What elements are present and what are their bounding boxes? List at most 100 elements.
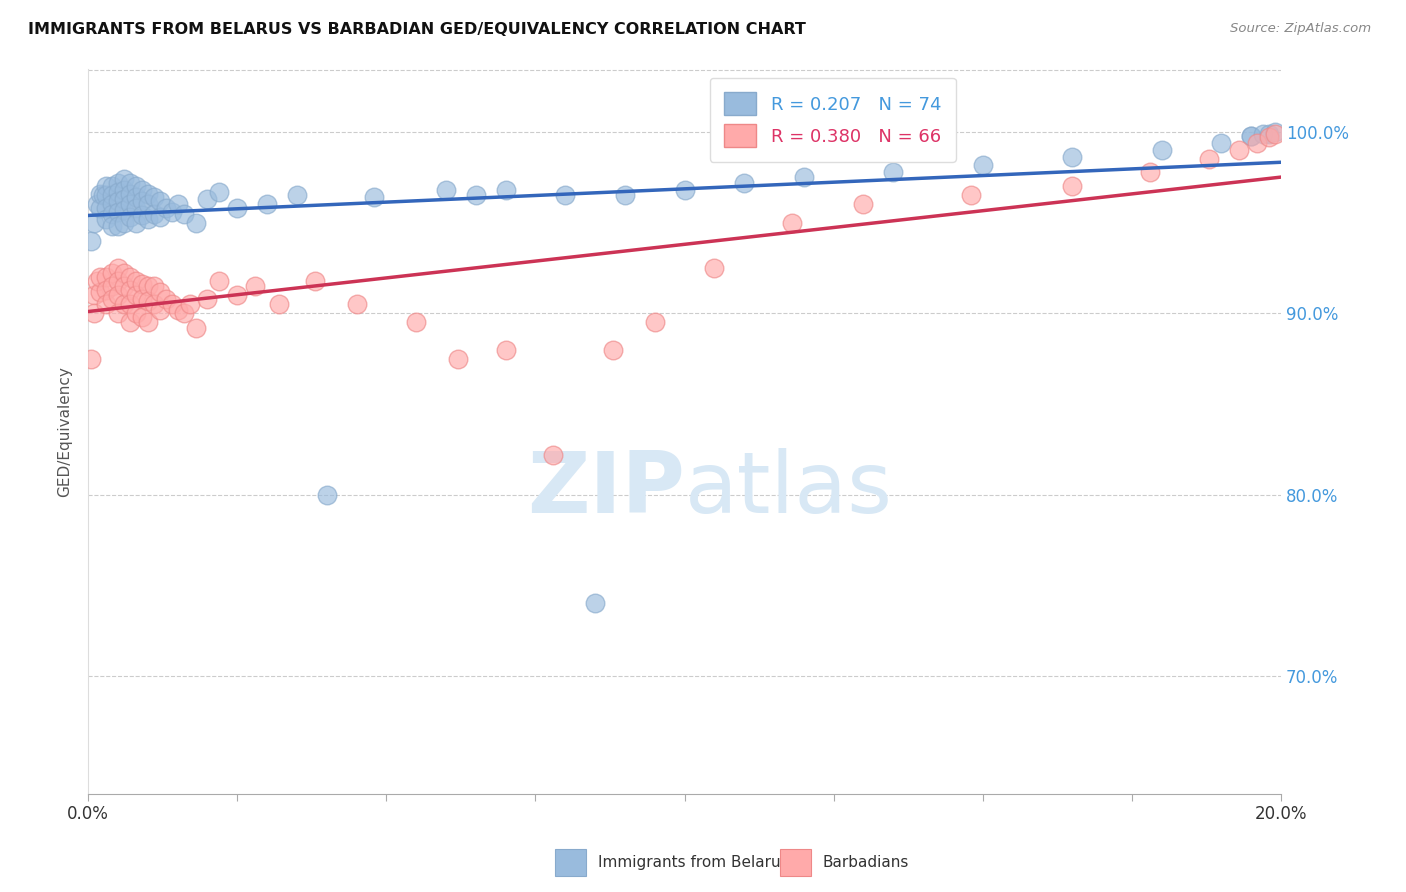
Legend: R = 0.207   N = 74, R = 0.380   N = 66: R = 0.207 N = 74, R = 0.380 N = 66 (710, 78, 956, 161)
Point (179, 297, 201, 311)
Text: IMMIGRANTS FROM BELARUS VS BARBADIAN GED/EQUIVALENCY CORRELATION CHART: IMMIGRANTS FROM BELARUS VS BARBADIAN GED… (28, 22, 806, 37)
Point (107, 260, 129, 275)
Point (304, 274, 326, 288)
Point (1062, 150, 1084, 164)
Point (118, 297, 141, 311)
Point (118, 315, 141, 329)
Point (434, 183, 457, 197)
Point (149, 194, 172, 208)
Point (142, 206, 165, 220)
Point (208, 274, 231, 288)
Point (80, 234, 103, 248)
Point (112, 172, 135, 186)
Point (131, 208, 153, 222)
Point (495, 183, 517, 197)
Point (107, 306, 129, 320)
Point (149, 285, 172, 299)
Point (363, 190, 385, 204)
Point (1258, 127, 1281, 141)
Point (346, 297, 368, 311)
Point (543, 448, 565, 462)
Point (131, 292, 153, 306)
Point (1062, 179, 1084, 194)
Point (94, 201, 117, 215)
Point (267, 297, 290, 311)
Point (793, 170, 815, 185)
Point (131, 277, 153, 292)
Point (118, 176, 141, 190)
Point (1211, 136, 1233, 150)
Point (1264, 127, 1286, 141)
Point (285, 188, 308, 202)
Text: Source: ZipAtlas.com: Source: ZipAtlas.com (1230, 22, 1371, 36)
Point (125, 201, 148, 215)
Point (101, 279, 124, 293)
Point (112, 297, 135, 311)
Text: Immigrants from Belarus: Immigrants from Belarus (598, 855, 789, 870)
Point (703, 260, 725, 275)
Point (118, 210, 141, 224)
Point (89, 285, 111, 299)
Point (959, 188, 981, 202)
Point (136, 186, 159, 201)
Point (184, 216, 207, 230)
Point (89, 270, 111, 285)
Point (101, 179, 124, 194)
Point (101, 219, 124, 234)
Point (86, 197, 108, 211)
Point (131, 194, 153, 208)
Point (107, 288, 129, 302)
Point (131, 310, 153, 324)
Point (86, 274, 108, 288)
Point (733, 176, 755, 190)
Point (142, 190, 165, 204)
Point (495, 343, 517, 357)
Point (173, 206, 195, 220)
Point (125, 216, 148, 230)
Point (160, 204, 183, 219)
Point (1198, 152, 1220, 166)
Point (256, 197, 278, 211)
Point (112, 192, 135, 206)
Point (91, 188, 114, 202)
Point (1139, 165, 1161, 179)
Point (673, 183, 696, 197)
Point (1240, 128, 1263, 143)
Point (142, 297, 165, 311)
Point (243, 279, 266, 293)
Point (83, 216, 105, 230)
Point (118, 283, 141, 297)
Point (1258, 130, 1281, 145)
Point (125, 306, 148, 320)
Point (112, 279, 135, 293)
Point (1264, 125, 1286, 139)
Point (613, 188, 636, 202)
Point (101, 266, 124, 280)
Point (136, 212, 159, 227)
Y-axis label: GED/Equivalency: GED/Equivalency (58, 366, 72, 497)
Point (125, 190, 148, 204)
Point (125, 288, 148, 302)
Point (112, 183, 135, 197)
Point (107, 274, 129, 288)
Point (112, 202, 135, 217)
Point (136, 293, 159, 308)
Text: atlas: atlas (685, 448, 893, 531)
Point (1251, 127, 1274, 141)
Point (1246, 136, 1268, 150)
Point (136, 197, 159, 211)
Point (112, 216, 135, 230)
Point (155, 292, 177, 306)
Point (125, 179, 148, 194)
Point (583, 596, 606, 610)
Point (226, 288, 249, 302)
Point (464, 188, 486, 202)
Point (136, 315, 159, 329)
Point (107, 219, 129, 234)
Point (780, 216, 803, 230)
Point (149, 210, 172, 224)
Point (602, 343, 624, 357)
Point (118, 197, 141, 211)
Point (166, 197, 188, 211)
Point (155, 201, 177, 215)
